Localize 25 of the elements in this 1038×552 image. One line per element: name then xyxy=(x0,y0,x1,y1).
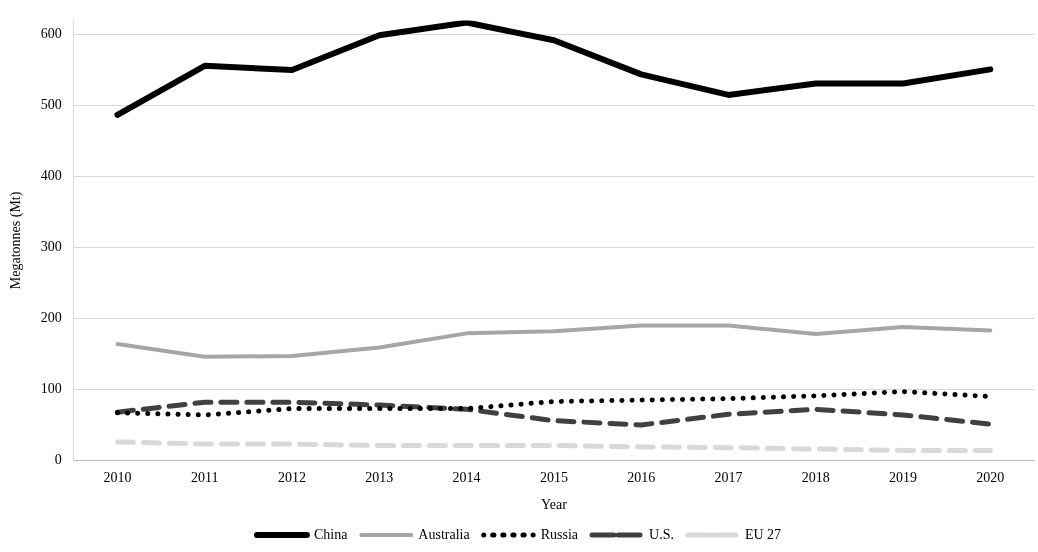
legend-label: Russia xyxy=(540,526,579,542)
x-tick-label: 2015 xyxy=(539,470,568,486)
x-tick-label: 2018 xyxy=(801,470,830,486)
x-tick-label: 2010 xyxy=(103,470,132,486)
y-tick-label: 300 xyxy=(40,239,62,255)
y-tick-label: 600 xyxy=(40,26,62,42)
x-tick-label: 2011 xyxy=(190,470,219,486)
x-tick-label: 2012 xyxy=(278,470,307,486)
x-tick-label: 2019 xyxy=(889,470,918,486)
y-axis-title: Megatonnes (Mt) xyxy=(8,191,25,290)
y-tick-label: 100 xyxy=(40,381,62,397)
y-tick-label: 200 xyxy=(40,310,62,326)
legend-label: Australia xyxy=(418,526,471,542)
y-tick-label: 400 xyxy=(40,168,62,184)
x-tick-label: 2013 xyxy=(365,470,394,486)
y-tick-label: 0 xyxy=(54,452,62,468)
x-axis-title: Year xyxy=(540,497,568,513)
y-tick-label: 500 xyxy=(40,97,62,113)
legend-label: EU 27 xyxy=(744,526,782,542)
x-tick-label: 2016 xyxy=(627,470,656,486)
x-tick-label: 2020 xyxy=(976,470,1005,486)
x-tick-label: 2014 xyxy=(452,470,481,486)
x-tick-label: 2017 xyxy=(714,470,743,486)
legend-label: U.S. xyxy=(649,526,674,542)
legend-label: China xyxy=(313,526,349,542)
